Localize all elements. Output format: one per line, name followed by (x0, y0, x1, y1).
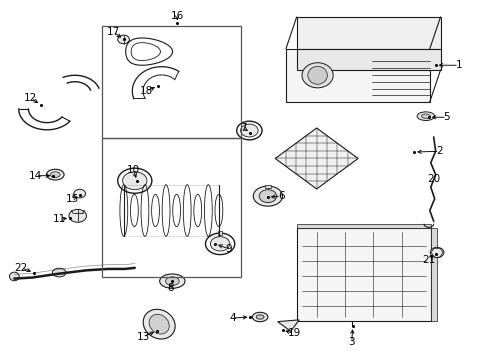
Ellipse shape (9, 272, 19, 281)
Bar (430, 228, 436, 320)
Text: 22: 22 (15, 263, 28, 273)
Ellipse shape (259, 190, 276, 203)
Text: 6: 6 (277, 191, 284, 201)
Bar (297, 225, 430, 228)
Ellipse shape (165, 277, 179, 285)
Ellipse shape (421, 114, 429, 118)
Ellipse shape (143, 309, 175, 339)
Ellipse shape (416, 112, 434, 121)
Text: 11: 11 (53, 215, 66, 224)
Text: 17: 17 (107, 27, 120, 37)
Ellipse shape (302, 63, 332, 88)
Text: 4: 4 (228, 313, 235, 323)
Ellipse shape (256, 315, 264, 319)
Text: 1: 1 (455, 60, 462, 70)
Ellipse shape (69, 210, 86, 222)
Ellipse shape (74, 189, 85, 198)
Ellipse shape (429, 247, 443, 257)
Text: 5: 5 (443, 112, 449, 122)
Text: 18: 18 (139, 86, 152, 96)
Bar (264, 185, 270, 188)
Text: 3: 3 (348, 337, 354, 347)
Text: 19: 19 (287, 328, 300, 338)
Polygon shape (277, 320, 299, 331)
Ellipse shape (252, 312, 267, 321)
Bar (102, 26, 240, 138)
Text: 13: 13 (136, 332, 149, 342)
Text: 12: 12 (24, 93, 38, 103)
Ellipse shape (149, 314, 169, 334)
Text: 9: 9 (225, 244, 232, 254)
Text: 20: 20 (426, 174, 439, 184)
Ellipse shape (210, 237, 229, 251)
Ellipse shape (307, 66, 326, 84)
Text: 8: 8 (167, 283, 173, 293)
Ellipse shape (240, 124, 258, 137)
Text: 21: 21 (421, 255, 434, 265)
Bar (296, 49, 440, 70)
Bar (102, 138, 240, 277)
Bar (285, 49, 429, 102)
Ellipse shape (122, 172, 147, 190)
Ellipse shape (46, 169, 64, 180)
Ellipse shape (159, 274, 184, 288)
Bar (297, 228, 430, 320)
Text: 14: 14 (29, 171, 42, 181)
Text: 16: 16 (170, 11, 183, 21)
Ellipse shape (118, 35, 129, 44)
Ellipse shape (50, 172, 60, 177)
Text: 10: 10 (126, 165, 140, 175)
Text: 15: 15 (66, 194, 80, 204)
Polygon shape (275, 128, 357, 189)
Bar (218, 231, 222, 234)
Text: 7: 7 (240, 123, 246, 133)
Ellipse shape (253, 186, 282, 206)
Bar (296, 17, 440, 49)
Ellipse shape (52, 268, 66, 277)
Text: 2: 2 (435, 146, 442, 156)
